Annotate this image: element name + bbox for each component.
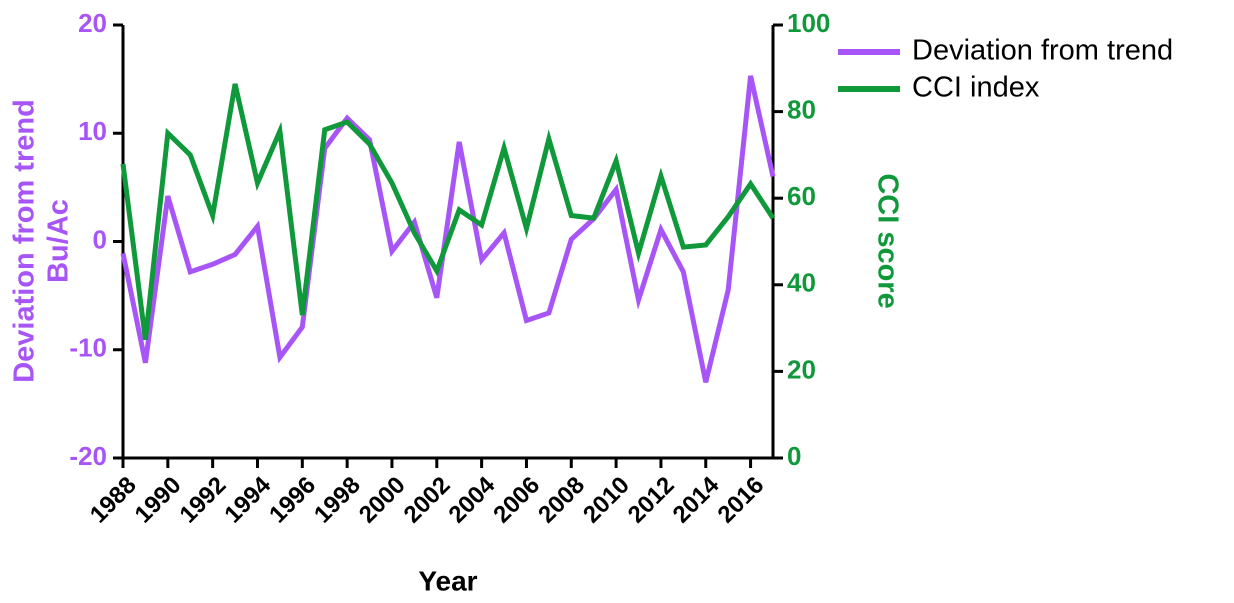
x-tick-label: 2004 bbox=[444, 471, 501, 528]
y-axis-title-line: Bu/Ac bbox=[43, 199, 75, 283]
x-tick-label: 2006 bbox=[488, 472, 545, 529]
y-tick-label: -20 bbox=[69, 441, 107, 471]
x-tick-label: 1992 bbox=[175, 472, 232, 529]
y2-tick-label: 20 bbox=[787, 354, 816, 384]
x-tick-label: 2014 bbox=[668, 471, 725, 528]
x-tick-label: 1990 bbox=[130, 472, 187, 529]
y-tick-label: 20 bbox=[78, 8, 107, 38]
x-tick-label: 1988 bbox=[85, 472, 142, 529]
x-tick-label: 2016 bbox=[712, 472, 769, 529]
x-tick-label: 1996 bbox=[264, 472, 321, 529]
x-tick-label: 2002 bbox=[399, 472, 456, 529]
y-axis-title-line: Deviation from trend bbox=[9, 99, 41, 383]
x-tick-label: 2008 bbox=[533, 472, 590, 529]
y-tick-label: 10 bbox=[78, 116, 107, 146]
y2-tick-label: 0 bbox=[787, 441, 801, 471]
y-tick-label: -10 bbox=[69, 333, 107, 363]
legend-label: CCI index bbox=[912, 72, 1040, 104]
y2-tick-label: 80 bbox=[787, 94, 816, 124]
y2-tick-label: 60 bbox=[787, 181, 816, 211]
x-axis-title: Year bbox=[418, 565, 477, 596]
legend-label: Deviation from trend bbox=[912, 35, 1173, 67]
y2-tick-label: 40 bbox=[787, 268, 816, 298]
x-tick-label: 2000 bbox=[354, 472, 411, 529]
x-tick-label: 2010 bbox=[578, 472, 635, 529]
x-tick-label: 1998 bbox=[309, 472, 366, 529]
y2-tick-label: 100 bbox=[787, 8, 830, 38]
x-tick-label: 1994 bbox=[219, 471, 276, 528]
series-line bbox=[120, 83, 776, 341]
y-tick-label: 0 bbox=[93, 224, 107, 254]
series-line bbox=[120, 75, 776, 383]
y-axis-title: Deviation from trend Bu/Ac bbox=[9, 99, 75, 383]
y2-axis-title: CCI score bbox=[871, 173, 903, 308]
x-tick-label: 2012 bbox=[623, 472, 680, 529]
